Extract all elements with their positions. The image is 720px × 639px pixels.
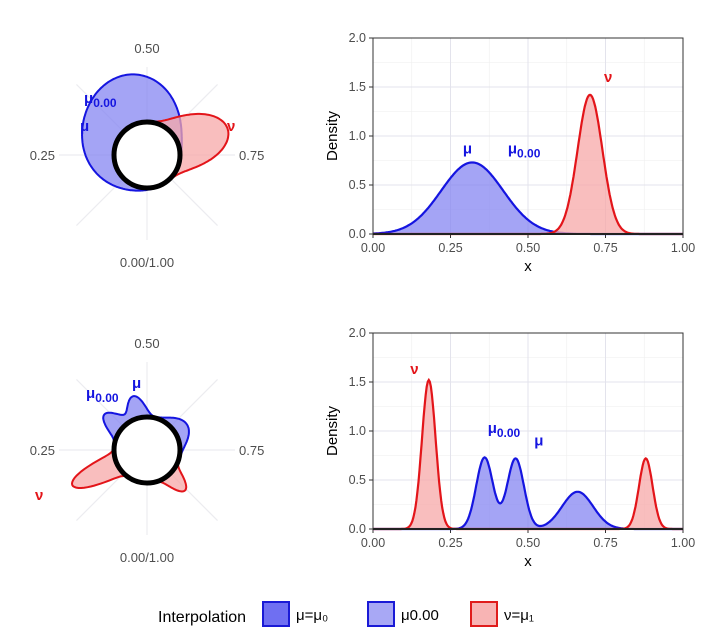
legend-item-label: μ0.00	[401, 607, 439, 624]
y-tick-label: 0.0	[349, 227, 366, 241]
series-label-nu: ν	[227, 118, 235, 135]
legend-item-label: μ=μ₀	[296, 607, 328, 624]
x-tick-label: 0.50	[516, 536, 540, 550]
series-label-nu: ν	[410, 361, 418, 378]
polar-label-bottom: 0.00/1.00	[120, 255, 174, 270]
legend-swatch	[470, 601, 498, 627]
series-label-mu: μ	[80, 118, 89, 135]
series-label-mu: μ0.00	[488, 420, 521, 440]
x-axis-title: x	[524, 553, 532, 570]
y-tick-label: 0.5	[349, 473, 366, 487]
base-circle	[111, 119, 183, 191]
x-tick-label: 1.00	[671, 241, 695, 255]
panel-border	[372, 37, 684, 235]
series-label-mu: μ0.00	[86, 385, 119, 405]
x-tick-label: 1.00	[671, 536, 695, 550]
legend-title: Interpolation	[158, 609, 246, 626]
legend: Interpolation μ=μ₀ μ0.00 ν=μ₁	[158, 601, 534, 627]
x-tick-label: 0.75	[593, 241, 617, 255]
polar-label-top: 0.50	[134, 41, 159, 56]
polar-plot-bottom: 0.50 0.25 0.75 0.00/1.00 μ0.00 μ ν	[30, 336, 265, 565]
polar-plot-top: 0.50 0.25 0.75 0.00/1.00 μ0.00 μ ν	[30, 41, 265, 270]
x-tick-label: 0.50	[516, 241, 540, 255]
density-area-mu	[373, 162, 683, 234]
x-axis-title: x	[524, 258, 532, 275]
y-tick-label: 2.0	[349, 31, 366, 45]
series-label-mu: μ	[132, 375, 141, 392]
y-tick-label: 1.5	[349, 375, 366, 389]
y-tick-label: 2.0	[349, 326, 366, 340]
x-tick-label: 0.00	[361, 536, 385, 550]
series-label-nu: ν	[604, 69, 612, 86]
x-tick-label: 0.00	[361, 241, 385, 255]
series-label-mu: μ0.00	[84, 90, 117, 110]
series-label-mu: μ0.00	[508, 141, 541, 161]
x-tick-label: 0.25	[438, 241, 462, 255]
legend-swatch	[262, 601, 290, 627]
x-tick-label: 0.25	[438, 536, 462, 550]
polar-label-top: 0.50	[134, 336, 159, 351]
density-plot-bottom: 0.00 0.25 0.50 0.75 1.00 0.0 0.5 1.0 1.5 2.0 x Dens…	[324, 326, 695, 570]
y-tick-label: 1.5	[349, 80, 366, 94]
polar-label-bottom: 0.00/1.00	[120, 550, 174, 565]
base-circle	[111, 414, 183, 486]
y-axis-title: Density	[324, 405, 341, 456]
density-area-nu	[373, 380, 683, 529]
y-tick-label: 1.0	[349, 129, 366, 143]
polar-label-left: 0.25	[30, 443, 55, 458]
y-axis-title: Density	[324, 110, 341, 161]
polar-label-left: 0.25	[30, 148, 55, 163]
legend-swatch	[367, 601, 395, 627]
series-label-mu: μ	[463, 141, 472, 158]
density-plot-top: 0.00 0.25 0.50 0.75 1.00 0.0 0.5 1.0 1.5 2.0 x Dens…	[324, 31, 695, 275]
polar-label-right: 0.75	[239, 148, 264, 163]
density-area-mu	[373, 457, 683, 529]
y-tick-label: 0.0	[349, 522, 366, 536]
series-label-mu: μ	[534, 433, 543, 450]
density-area-nu	[373, 94, 683, 234]
panel-border	[372, 332, 684, 530]
y-tick-label: 1.0	[349, 424, 366, 438]
x-tick-label: 0.75	[593, 536, 617, 550]
y-tick-label: 0.5	[349, 178, 366, 192]
legend-item-label: ν=μ₁	[504, 607, 534, 624]
polar-label-right: 0.75	[239, 443, 264, 458]
series-label-nu: ν	[35, 487, 43, 504]
